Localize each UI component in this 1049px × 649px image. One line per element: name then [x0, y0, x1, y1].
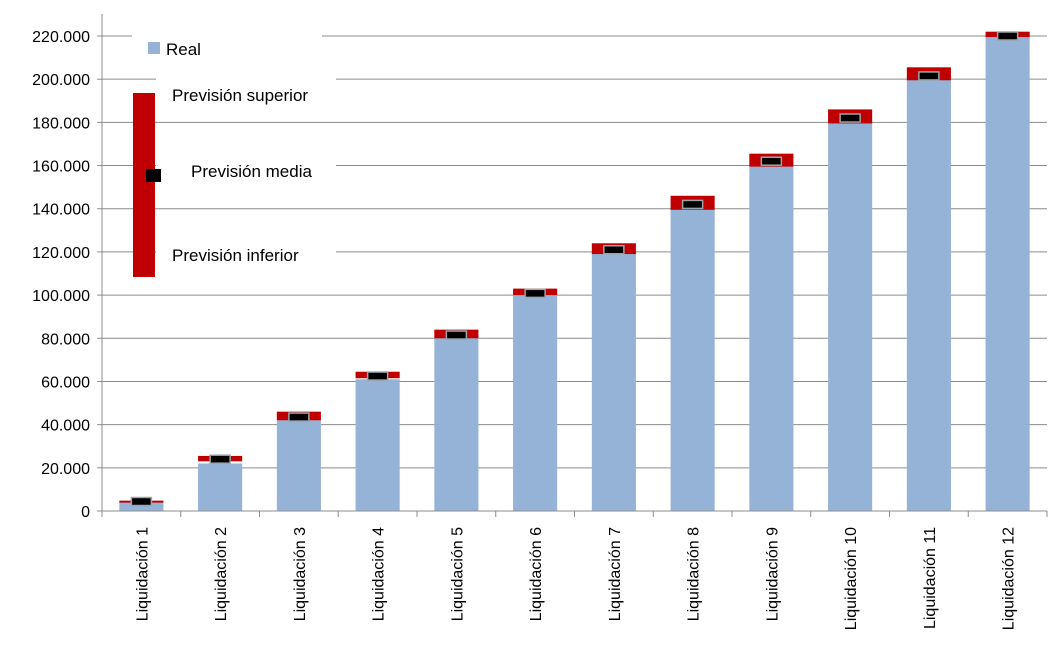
forecast-median-markers [130, 31, 1019, 507]
real-bar [906, 79, 951, 511]
forecast-median-marker [918, 71, 940, 81]
real-bar [513, 295, 558, 511]
y-tick-label: 160.000 [32, 159, 90, 176]
x-tick-label: Liquidación 1 [134, 527, 151, 621]
x-tick-label: Liquidación 12 [1001, 527, 1018, 630]
real-bar [119, 502, 164, 511]
legend-real-label: Real [166, 40, 201, 59]
x-tick-label: Liquidación 4 [371, 527, 388, 621]
x-tick-label: Liquidación 7 [607, 527, 624, 621]
forecast-median-marker [445, 330, 468, 340]
y-tick-labels: 0 20.000 40.000 60.000 80.000 100.000 120.000 1… [32, 29, 90, 521]
forecast-median-marker [996, 31, 1019, 41]
real-bar [749, 165, 794, 511]
legend-real-swatch [148, 42, 160, 54]
real-bar [828, 122, 873, 511]
forecast-median-marker [760, 156, 783, 166]
real-bar [985, 36, 1030, 511]
legend-inferior-label: Previsión inferior [172, 246, 299, 265]
axes [97, 14, 1048, 517]
x-tick-label: Liquidación 6 [528, 527, 545, 621]
y-tick-label: 0 [81, 504, 90, 521]
real-bar [591, 251, 636, 511]
y-tick-label: 200.000 [32, 72, 90, 89]
legend-range-swatch [133, 93, 155, 277]
legend-median-swatch [146, 169, 161, 182]
x-tick-label: Liquidación 3 [292, 527, 309, 621]
real-bar [276, 420, 321, 511]
legend: Real Previsión superior Previsión media … [132, 34, 336, 277]
y-tick-label: 180.000 [32, 115, 90, 132]
legend-media-label: Previsión media [191, 162, 312, 181]
forecast-median-marker [209, 454, 231, 464]
legend-superior-bg [156, 76, 336, 106]
x-tick-label: Liquidación 2 [213, 527, 230, 621]
forecast-median-marker [288, 412, 310, 422]
legend-superior-label: Previsión superior [172, 86, 308, 105]
forecast-median-marker [524, 288, 546, 299]
y-tick-label: 140.000 [32, 202, 90, 219]
forecast-median-marker [839, 113, 861, 123]
x-tick-label: Liquidación 10 [843, 527, 860, 630]
forecast-median-marker [681, 199, 704, 210]
y-tick-label: 40.000 [41, 418, 90, 435]
y-tick-label: 100.000 [32, 288, 90, 305]
x-tick-labels: Liquidación 1 Liquidación 2 Liquidación 3 L… [134, 527, 1017, 630]
legend-media-bg [156, 152, 336, 184]
x-tick-label: Liquidación 5 [449, 527, 466, 621]
y-tick-label: 20.000 [41, 461, 90, 478]
forecast-median-marker [603, 245, 625, 255]
forecast-median-marker [366, 371, 389, 381]
real-bar [434, 338, 479, 511]
real-bars [119, 36, 1030, 511]
forecast-median-marker [130, 496, 153, 507]
legend-inferior-bg [156, 236, 336, 268]
real-bar [198, 463, 243, 511]
x-tick-label: Liquidación 11 [922, 527, 939, 629]
x-tick-label: Liquidación 9 [764, 527, 781, 621]
x-tick-label: Liquidación 8 [686, 527, 703, 621]
legend-real-bg [132, 34, 322, 64]
y-tick-label: 80.000 [41, 331, 90, 348]
y-tick-label: 120.000 [32, 245, 90, 262]
real-bar [670, 208, 715, 511]
y-tick-label: 60.000 [41, 374, 90, 391]
real-bar [355, 379, 400, 511]
y-tick-label: 220.000 [32, 29, 90, 46]
